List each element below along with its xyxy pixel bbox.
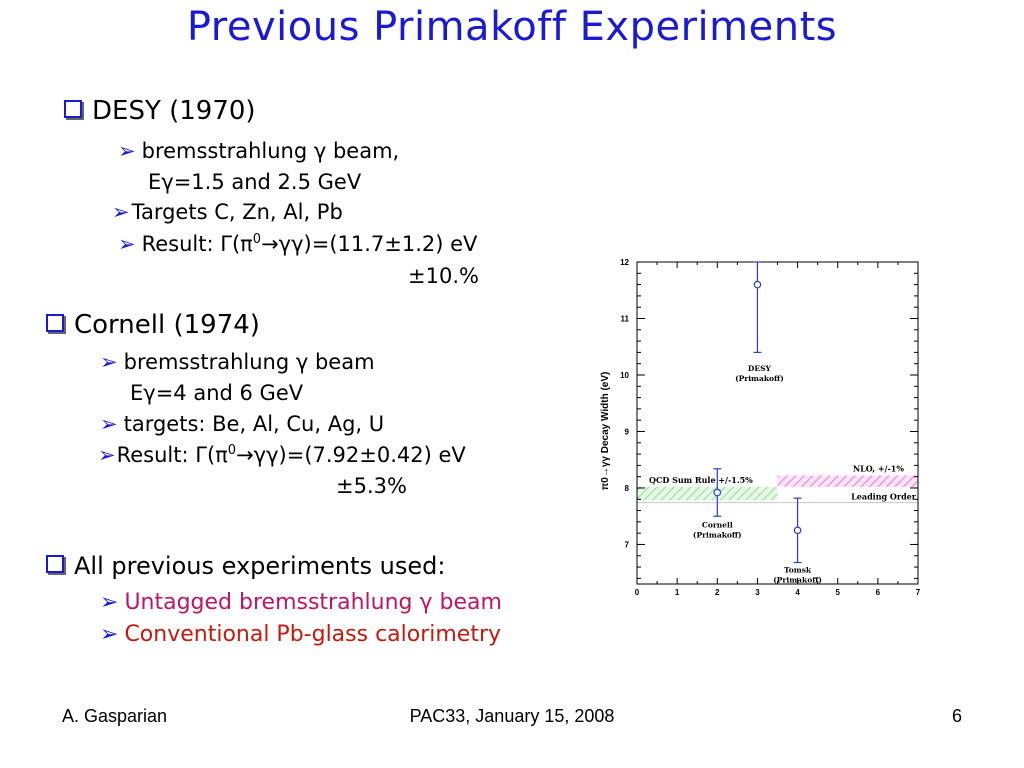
square-bullet-icon xyxy=(46,314,64,332)
desy-beam-text: bremsstrahlung γ beam, xyxy=(142,139,400,163)
chart-x-tick-label: 6 xyxy=(876,588,881,597)
chart-y-tick-label: 12 xyxy=(620,258,629,267)
arrow-bullet-icon: ➢ xyxy=(118,232,136,256)
arrow-bullet-icon: ➢ xyxy=(100,412,118,436)
footer-page-number: 6 xyxy=(952,706,962,727)
cornell-bullet: Cornell (1974) xyxy=(46,310,260,340)
footer-event: PAC33, January 15, 2008 xyxy=(0,706,1024,727)
chart-y-tick-label: 10 xyxy=(620,371,629,380)
chart-point xyxy=(794,527,800,533)
all-item-beam: ➢ Untagged bremsstrahlung γ beam xyxy=(100,590,502,615)
all-bullet: All previous experiments used: xyxy=(46,552,445,580)
all-beam-text: Untagged bremsstrahlung γ beam xyxy=(124,590,501,615)
cornell-heading: Cornell (1974) xyxy=(74,310,260,340)
chart-point xyxy=(714,489,720,495)
cornell-targets-text: targets: Be, Al, Cu, Ag, U xyxy=(124,412,385,436)
chart-line-label: Leading Order xyxy=(851,492,917,502)
arrow-bullet-icon: ➢ xyxy=(112,200,130,224)
desy-percent: ±10.% xyxy=(408,264,479,288)
chart-band-label: QCD Sum Rule +/-1.5% xyxy=(649,475,753,485)
arrow-bullet-icon: ➢ xyxy=(118,139,136,163)
desy-item-beam: ➢ bremsstrahlung γ beam, xyxy=(118,139,399,163)
cornell-item-beam: ➢ bremsstrahlung γ beam xyxy=(100,350,375,374)
desy-bullet: DESY (1970) xyxy=(64,96,256,126)
desy-energy: Eγ=1.5 and 2.5 GeV xyxy=(148,170,361,194)
desy-result-sup: 0 xyxy=(253,232,261,247)
cornell-item-targets: ➢ targets: Be, Al, Cu, Ag, U xyxy=(100,412,384,436)
cornell-result-a: Result: Γ(π xyxy=(117,443,228,467)
chart-x-tick-label: 5 xyxy=(835,588,840,597)
chart-x-tick-label: 7 xyxy=(916,588,921,597)
cornell-result-sup: 0 xyxy=(228,443,236,458)
desy-result-c: →γγ)=(11.7±1.2) eV xyxy=(261,232,477,256)
chart-point-label: Tomsk xyxy=(784,566,812,575)
chart-point-label: DESY xyxy=(748,364,772,373)
chart-y-tick-label: 8 xyxy=(625,484,630,493)
chart-x-tick-label: 2 xyxy=(715,588,720,597)
chart-x-tick-label: 0 xyxy=(635,588,640,597)
chart-x-tick-label: 3 xyxy=(755,588,760,597)
arrow-bullet-icon: ➢ xyxy=(100,350,118,374)
desy-heading: DESY (1970) xyxy=(92,96,256,126)
all-heading: All previous experiments used: xyxy=(74,552,445,580)
slide-title: Previous Primakoff Experiments xyxy=(0,4,1024,50)
desy-result-a: Result: Γ(π xyxy=(142,232,253,256)
all-item-calorimetry: ➢ Conventional Pb-glass calorimetry xyxy=(100,622,501,647)
cornell-result-c: →γγ)=(7.92±0.42) eV xyxy=(236,443,466,467)
desy-targets-text: Targets C, Zn, Al, Pb xyxy=(132,200,343,224)
arrow-bullet-icon: ➢ xyxy=(98,443,116,467)
square-bullet-icon xyxy=(46,555,64,573)
arrow-bullet-icon: ➢ xyxy=(100,622,118,647)
chart-point-sublabel: (Primakoff) xyxy=(773,576,822,585)
chart-y-axis-label: π0→γγ Decay Width (eV) xyxy=(600,372,611,491)
chart-band-1 xyxy=(778,476,919,487)
chart-point-sublabel: (Primakoff) xyxy=(735,374,784,383)
cornell-item-result: ➢Result: Γ(π0→γγ)=(7.92±0.42) eV xyxy=(98,443,466,467)
cornell-percent: ±5.3% xyxy=(336,474,407,498)
desy-item-targets: ➢Targets C, Zn, Al, Pb xyxy=(112,200,343,224)
chart-point xyxy=(754,281,760,287)
chart-x-tick-label: 4 xyxy=(795,588,800,597)
arrow-bullet-icon: ➢ xyxy=(100,590,118,615)
chart-band-0 xyxy=(637,487,778,501)
chart-frame xyxy=(637,262,918,584)
desy-item-result: ➢ Result: Γ(π0→γγ)=(11.7±1.2) eV xyxy=(118,232,477,256)
chart-point-label: Cornell xyxy=(702,521,733,530)
chart-y-tick-label: 11 xyxy=(621,314,630,323)
cornell-energy: Eγ=4 and 6 GeV xyxy=(130,381,303,405)
chart-band-label: NLO, +/-1% xyxy=(853,464,905,474)
all-calorimetry-text: Conventional Pb-glass calorimetry xyxy=(124,622,501,647)
square-bullet-icon xyxy=(64,100,82,118)
cornell-beam-text: bremsstrahlung γ beam xyxy=(124,350,375,374)
chart-y-tick-label: 7 xyxy=(625,540,630,549)
chart-x-tick-label: 1 xyxy=(675,588,680,597)
chart-point-sublabel: (Primakoff) xyxy=(693,531,742,540)
chart-y-tick-label: 9 xyxy=(625,427,630,436)
